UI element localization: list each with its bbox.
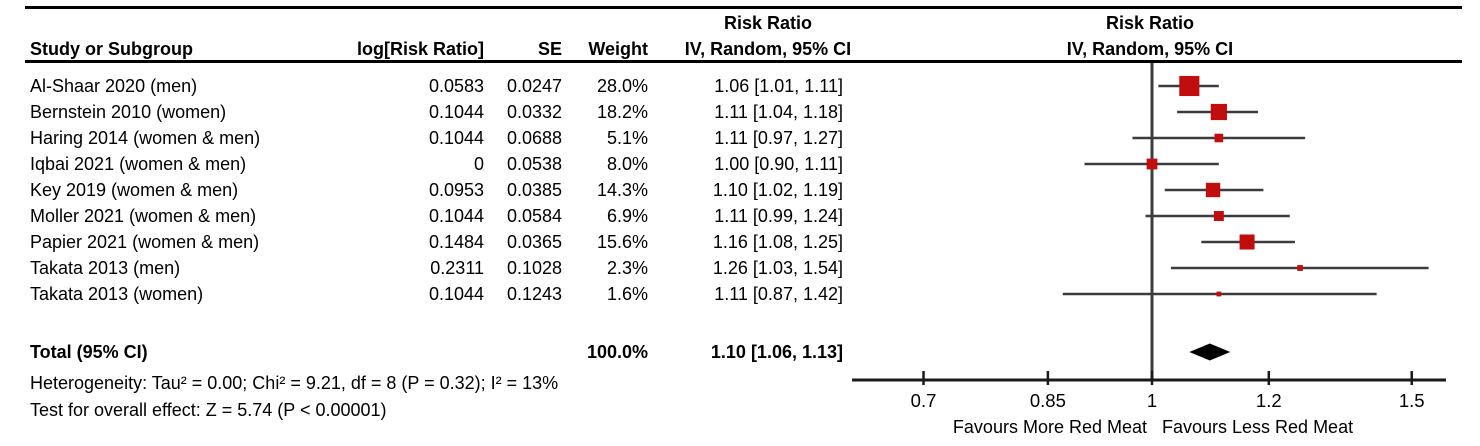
- study-name: Key 2019 (women & men): [30, 180, 239, 200]
- study-weight: 5.1%: [606, 128, 648, 148]
- column-header-log-risk-ratio: log[Risk Ratio]: [356, 39, 484, 59]
- column-header-rr-text-line1: Risk Ratio: [723, 13, 813, 33]
- study-square: [1213, 211, 1224, 221]
- study-row: Al-Shaar 2020 (men) 0.0583 0.0247 28.0% 1.06…: [0, 73, 900, 99]
- top-rule: [25, 6, 1462, 9]
- study-square: [1216, 291, 1222, 297]
- study-se: 0.0584: [506, 206, 562, 226]
- study-se: 0.0385: [506, 180, 562, 200]
- study-weight: 6.9%: [606, 206, 648, 226]
- study-se: 0.1028: [506, 258, 562, 278]
- study-name: Haring 2014 (women & men): [30, 128, 261, 148]
- study-row: Papier 2021 (women & men) 0.1484 0.0365 15.…: [0, 229, 900, 255]
- study-weight: 2.3%: [606, 258, 648, 278]
- study-se: 0.0365: [506, 232, 562, 252]
- study-square: [1214, 133, 1224, 143]
- header-underline: [25, 60, 1462, 63]
- study-ci-text: 1.16 [1.08, 1.25]: [712, 232, 843, 252]
- plot-header-rr-line1: Risk Ratio: [1105, 13, 1195, 33]
- study-ci-text: 1.26 [1.03, 1.54]: [712, 258, 843, 278]
- study-log-rr: 0: [473, 154, 484, 174]
- column-header-study: Study or Subgroup: [30, 39, 193, 59]
- study-name: Iqbai 2021 (women & men): [30, 154, 247, 174]
- overall-effect-note: Test for overall effect: Z = 5.74 (P < 0…: [30, 400, 387, 420]
- axis-tick-label: 1.5: [1399, 390, 1425, 411]
- study-se: 0.0688: [506, 128, 562, 148]
- study-log-rr: 0.2311: [430, 258, 484, 278]
- axis-tick-label: 1: [1147, 390, 1157, 411]
- study-name: Takata 2013 (men): [30, 258, 181, 278]
- study-ci-text: 1.11 [0.99, 1.24]: [714, 206, 843, 226]
- study-name: Takata 2013 (women): [30, 284, 204, 304]
- study-row: Bernstein 2010 (women) 0.1044 0.0332 18.2% 1…: [0, 99, 900, 125]
- study-log-rr: 0.1484: [428, 232, 484, 252]
- study-se: 0.0538: [506, 154, 562, 174]
- study-name: Papier 2021 (women & men): [30, 232, 260, 252]
- study-ci-text: 1.10 [1.02, 1.19]: [712, 180, 843, 200]
- axis-tick-label: 1.2: [1256, 390, 1282, 411]
- column-header-rr-text-line2: IV, Random, 95% CI: [684, 39, 852, 59]
- study-row: Iqbai 2021 (women & men) 0 0.0538 8.0% 1.00 …: [0, 151, 900, 177]
- study-row: Takata 2013 (men) 0.2311 0.1028 2.3% 1.26 [1…: [0, 255, 900, 281]
- study-weight: 14.3%: [596, 180, 648, 200]
- total-row: Total (95% CI) 100.0% 1.10 [1.06, 1.13]: [0, 339, 900, 365]
- study-square: [1297, 265, 1303, 271]
- study-log-rr: 0.1044: [428, 206, 484, 226]
- study-name: Al-Shaar 2020 (men): [30, 76, 198, 96]
- study-row: Haring 2014 (women & men) 0.1044 0.0688 5.1…: [0, 125, 900, 151]
- axis-tick-label: 0.7: [911, 390, 937, 411]
- study-weight: 1.6%: [606, 284, 648, 304]
- study-square: [1210, 103, 1227, 121]
- study-log-rr: 0.1044: [428, 284, 484, 304]
- study-name: Moller 2021 (women & men): [30, 206, 257, 226]
- study-log-rr: 0.1044: [428, 102, 484, 122]
- column-header-se: SE: [537, 39, 562, 59]
- study-log-rr: 0.0953: [428, 180, 484, 200]
- study-se: 0.1243: [506, 284, 562, 304]
- plot-header-rr-line2: IV, Random, 95% CI: [1066, 39, 1234, 59]
- study-ci-text: 1.11 [0.97, 1.27]: [714, 128, 843, 148]
- study-square: [1205, 182, 1221, 198]
- study-ci-text: 1.11 [0.87, 1.42]: [714, 284, 843, 304]
- study-row: Takata 2013 (women) 0.1044 0.1243 1.6% 1.11 …: [0, 281, 900, 307]
- study-log-rr: 0.0583: [428, 76, 484, 96]
- study-row: Moller 2021 (women & men) 0.1044 0.0584 6.9…: [0, 203, 900, 229]
- study-log-rr: 0.1044: [428, 128, 484, 148]
- study-weight: 15.6%: [596, 232, 648, 252]
- total-weight: 100.0%: [586, 342, 648, 362]
- total-label: Total (95% CI): [30, 342, 148, 362]
- study-square: [1179, 75, 1200, 97]
- study-name: Bernstein 2010 (women): [30, 102, 227, 122]
- study-square: [1239, 234, 1255, 250]
- favours-right-label: Favours Less Red Meat: [1162, 417, 1354, 437]
- heterogeneity-note: Heterogeneity: Tau² = 0.00; Chi² = 9.21,…: [30, 373, 559, 393]
- study-weight: 18.2%: [596, 102, 648, 122]
- column-header-weight: Weight: [588, 39, 648, 59]
- summary-diamond: [1189, 343, 1231, 361]
- study-row: Key 2019 (women & men) 0.0953 0.0385 14.3% 1…: [0, 177, 900, 203]
- study-ci-text: 1.00 [0.90, 1.11]: [714, 154, 843, 174]
- study-se: 0.0332: [506, 102, 562, 122]
- study-square: [1146, 158, 1158, 170]
- favours-left-label: Favours More Red Meat: [952, 417, 1147, 437]
- study-weight: 8.0%: [606, 154, 648, 174]
- study-weight: 28.0%: [596, 76, 648, 96]
- study-se: 0.0247: [506, 76, 562, 96]
- axis-tick-label: 0.85: [1030, 390, 1066, 411]
- total-ci-text: 1.10 [1.06, 1.13]: [710, 342, 843, 362]
- study-ci-text: 1.11 [1.04, 1.18]: [714, 102, 843, 122]
- study-ci-text: 1.06 [1.01, 1.11]: [714, 76, 843, 96]
